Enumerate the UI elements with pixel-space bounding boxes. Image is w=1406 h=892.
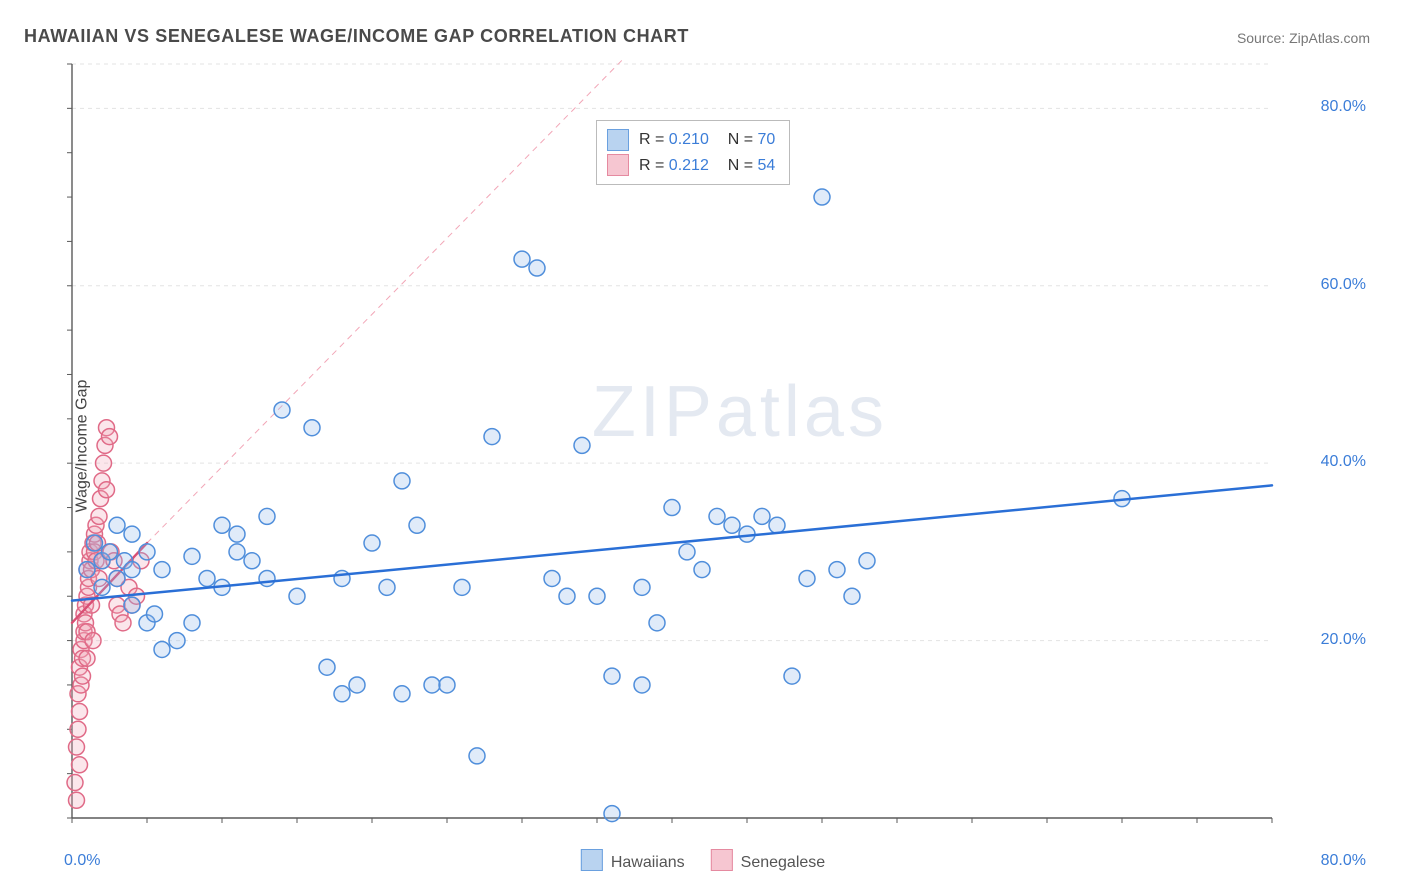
source-label: Source: ZipAtlas.com: [1237, 30, 1370, 46]
swatch-icon: [711, 849, 733, 871]
corr-row-hawaiians: R = 0.210 N = 70: [607, 127, 775, 153]
y-tick-label: 20.0%: [1321, 631, 1366, 649]
legend-label: Senegalese: [741, 854, 826, 871]
corr-n-value: 70: [758, 131, 776, 148]
series-legend: Hawaiians Senegalese: [581, 849, 825, 872]
swatch-icon: [607, 154, 629, 176]
x-tick-max: 80.0%: [1321, 852, 1366, 870]
corr-n-label: N = 70: [719, 127, 775, 153]
corr-n-label: N = 54: [719, 153, 775, 179]
corr-r-label: R = 0.212: [639, 153, 709, 179]
corr-r-value: 0.210: [669, 131, 709, 148]
corr-r-label: R = 0.210: [639, 127, 709, 153]
corr-row-senegalese: R = 0.212 N = 54: [607, 153, 775, 179]
y-tick-label: 80.0%: [1321, 98, 1366, 116]
legend-item-hawaiians: Hawaiians: [581, 849, 685, 872]
plot-area: ZIPatlas R = 0.210 N = 70 R = 0.212 N = …: [66, 58, 1362, 828]
x-tick-min: 0.0%: [64, 852, 100, 870]
corr-r-value: 0.212: [669, 157, 709, 174]
legend-item-senegalese: Senegalese: [711, 849, 826, 872]
y-tick-label: 40.0%: [1321, 453, 1366, 471]
y-tick-label: 60.0%: [1321, 276, 1366, 294]
chart-title: HAWAIIAN VS SENEGALESE WAGE/INCOME GAP C…: [24, 26, 689, 47]
swatch-icon: [607, 129, 629, 151]
legend-label: Hawaiians: [611, 854, 685, 871]
swatch-icon: [581, 849, 603, 871]
correlation-legend: R = 0.210 N = 70 R = 0.212 N = 54: [596, 120, 790, 185]
corr-n-value: 54: [758, 157, 776, 174]
